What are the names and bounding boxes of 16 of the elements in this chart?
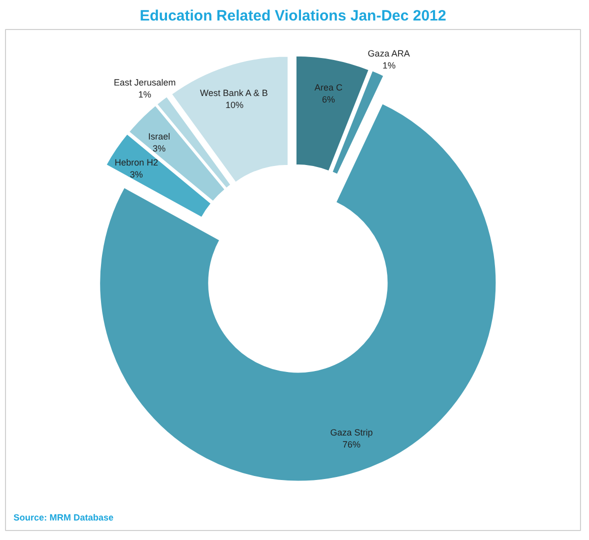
slice-label: Hebron H2 xyxy=(114,157,158,168)
slice-label: East Jerusalem xyxy=(114,78,176,88)
slice-label: West Bank A & B xyxy=(200,88,268,98)
data-label: 10% xyxy=(225,100,244,110)
slice-label: Israel xyxy=(148,132,170,142)
chart-title: Education Related Violations Jan-Dec 2012 xyxy=(140,8,446,24)
data-label: 6% xyxy=(322,94,335,104)
slice-label: Gaza Strip xyxy=(330,428,373,438)
data-label: 3% xyxy=(152,144,166,154)
slice-label: Area C xyxy=(314,82,343,92)
data-label: 3% xyxy=(130,169,143,180)
data-label: 1% xyxy=(382,60,396,70)
data-label: 76% xyxy=(342,440,361,450)
source-note: Source: MRM Database xyxy=(14,512,114,522)
data-label: 1% xyxy=(138,90,152,100)
slice-label: Gaza ARA xyxy=(368,48,410,58)
